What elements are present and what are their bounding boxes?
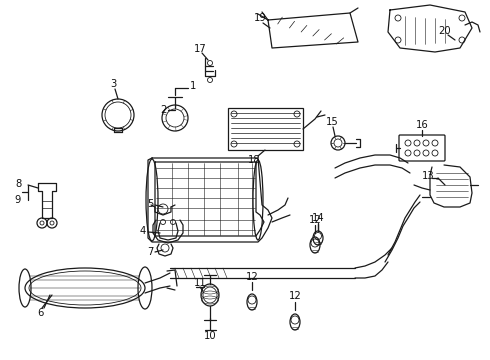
- Text: 16: 16: [416, 120, 428, 130]
- Text: 5: 5: [147, 199, 153, 209]
- Text: 8: 8: [15, 179, 21, 189]
- Text: 12: 12: [309, 215, 321, 225]
- Text: 15: 15: [326, 117, 339, 127]
- Text: 18: 18: [247, 155, 260, 165]
- Text: 10: 10: [204, 331, 216, 341]
- Text: 20: 20: [439, 26, 451, 36]
- Text: 13: 13: [422, 171, 434, 181]
- Text: 11: 11: [194, 278, 206, 288]
- Text: 4: 4: [140, 226, 146, 236]
- Text: 1: 1: [190, 81, 196, 91]
- Text: 3: 3: [110, 79, 116, 89]
- Text: 6: 6: [37, 308, 43, 318]
- Text: 14: 14: [312, 213, 324, 223]
- Text: 9: 9: [15, 195, 21, 205]
- Text: 19: 19: [254, 13, 267, 23]
- Text: 17: 17: [194, 44, 206, 54]
- Text: 2: 2: [160, 105, 166, 115]
- Text: 12: 12: [245, 272, 258, 282]
- Text: 12: 12: [289, 291, 301, 301]
- Text: 7: 7: [147, 247, 153, 257]
- Bar: [228, 108, 303, 150]
